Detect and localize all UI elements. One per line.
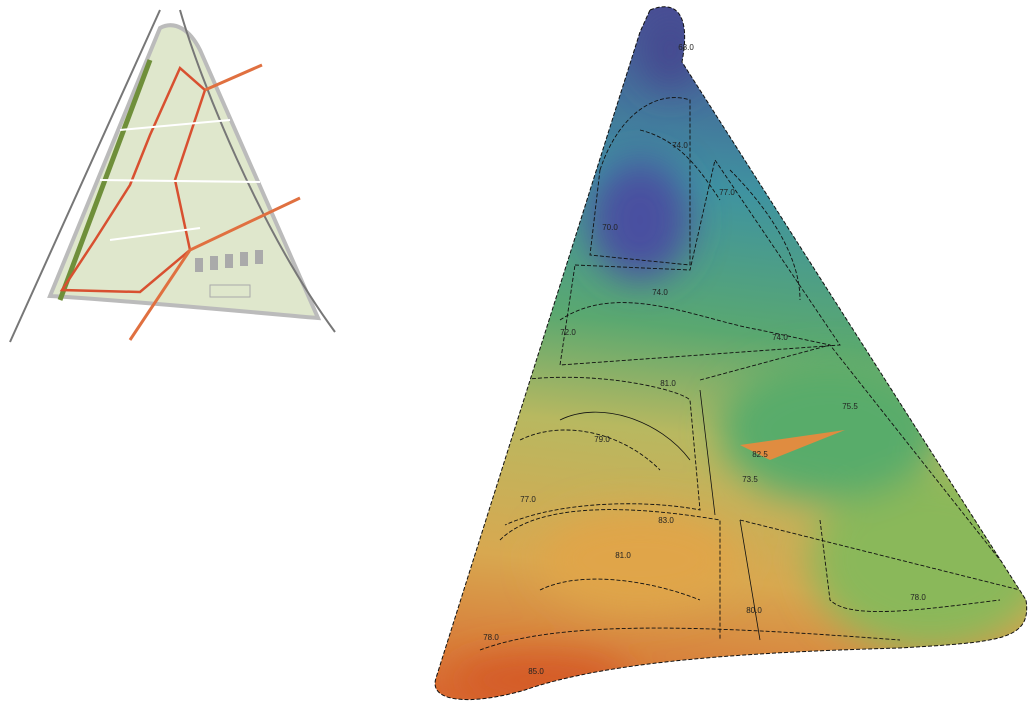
contour-label: 74.0 <box>672 141 688 150</box>
site-plan <box>9 9 336 343</box>
contour-label: 72.0 <box>560 328 576 337</box>
contour-labels: 68.0 74.0 77.0 70.0 74.0 72.0 74.0 81.0 75.5 79.0… <box>483 43 926 676</box>
contour-label: 77.0 <box>520 495 536 504</box>
contour-label: 68.0 <box>678 43 694 52</box>
contour-label: 75.5 <box>842 402 858 411</box>
contour-label: 73.5 <box>742 475 758 484</box>
contour-label: 74.0 <box>652 288 668 297</box>
contour-label: 80.0 <box>746 606 762 615</box>
contour-label: 77.0 <box>719 188 735 197</box>
contour-label: 83.0 <box>658 516 674 525</box>
contour-label: 78.0 <box>910 593 926 602</box>
contour-label: 85.0 <box>528 667 544 676</box>
contour-map <box>435 6 1027 700</box>
contour-label: 81.0 <box>660 379 676 388</box>
contour-label: 81.0 <box>615 551 631 560</box>
contour-label: 74.0 <box>772 333 788 342</box>
contour-label: 70.0 <box>602 223 618 232</box>
contour-label: 79.0 <box>594 435 610 444</box>
contour-label: 82.5 <box>752 450 768 459</box>
contour-label: 78.0 <box>483 633 499 642</box>
site-boundary <box>434 6 1028 701</box>
